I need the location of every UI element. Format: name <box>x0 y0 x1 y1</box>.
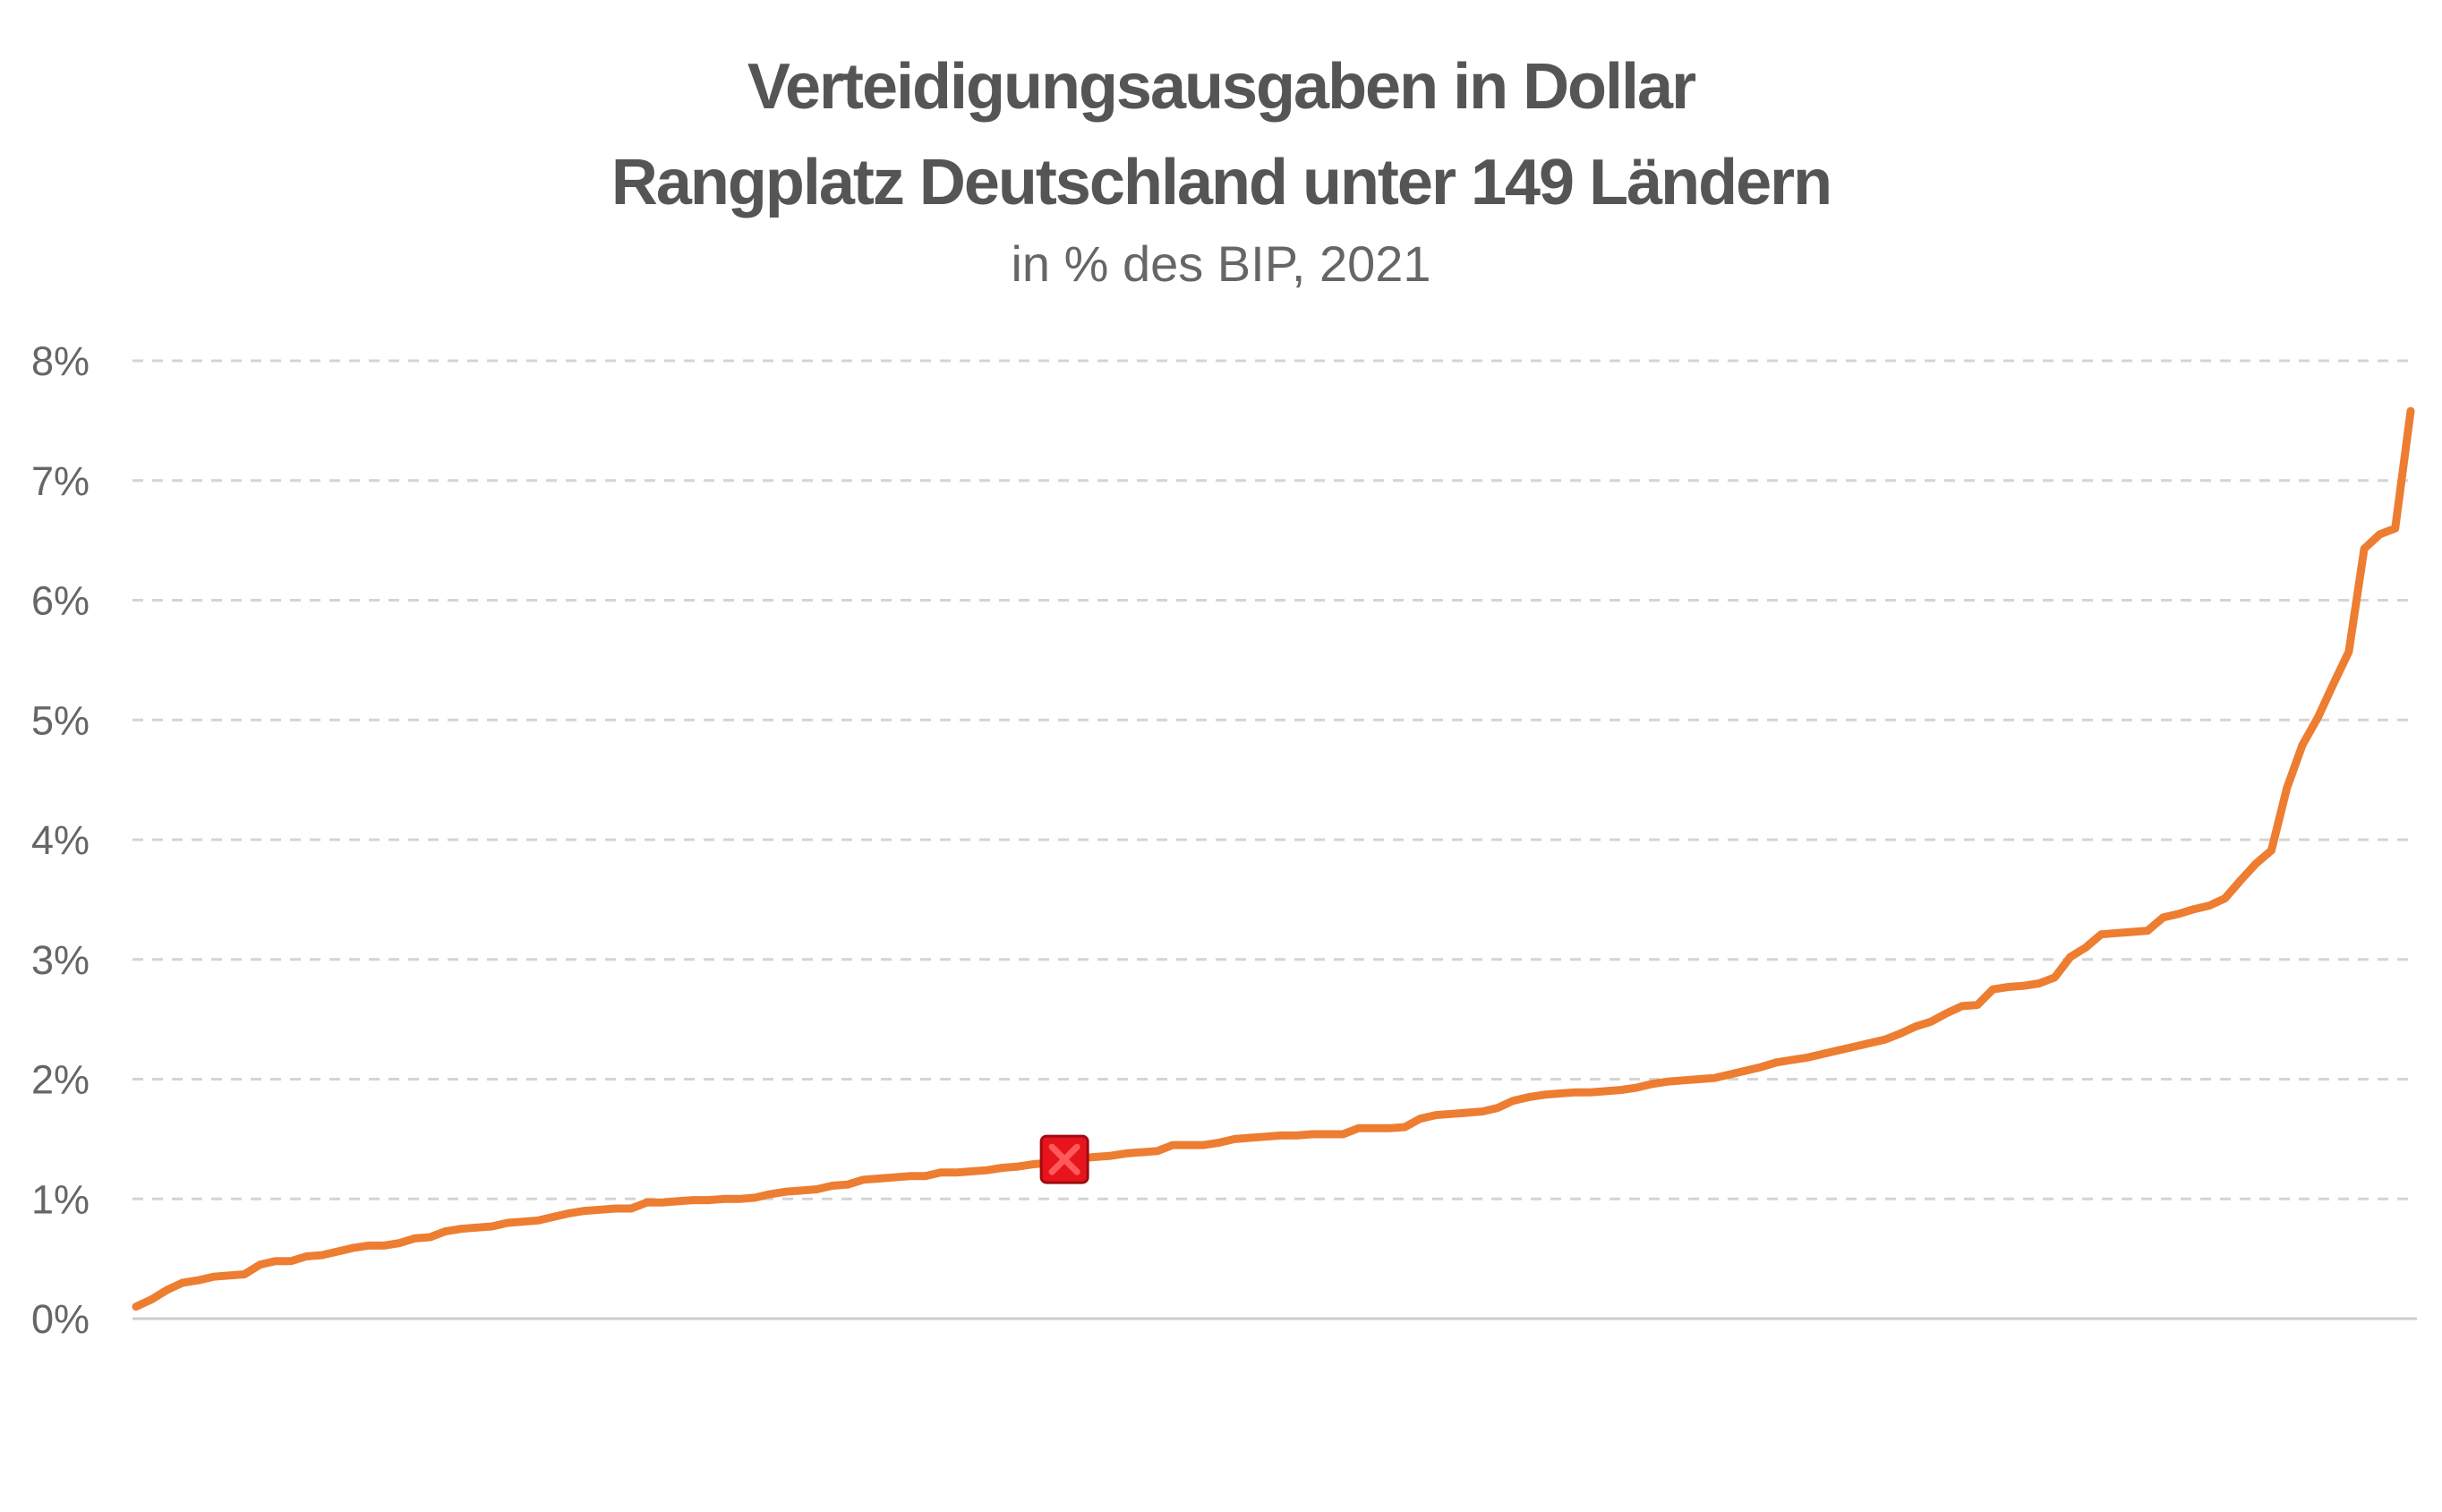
y-tick-label: 2% <box>31 1057 90 1103</box>
gridlines <box>132 361 2417 1199</box>
germany-marker <box>1041 1136 1088 1183</box>
y-tick-label: 0% <box>31 1296 90 1342</box>
y-tick-label: 7% <box>31 458 90 504</box>
y-tick-label: 3% <box>31 937 90 983</box>
y-tick-label: 5% <box>31 697 90 743</box>
y-tick-label: 6% <box>31 578 90 624</box>
y-tick-label: 4% <box>31 817 90 863</box>
y-tick-label: 1% <box>31 1176 90 1222</box>
y-axis-tick-labels: 0% 1% 2% 3% 4% 5% 6% 7% 8% <box>31 338 90 1342</box>
y-tick-label: 8% <box>31 338 90 384</box>
series-line <box>136 411 2411 1306</box>
